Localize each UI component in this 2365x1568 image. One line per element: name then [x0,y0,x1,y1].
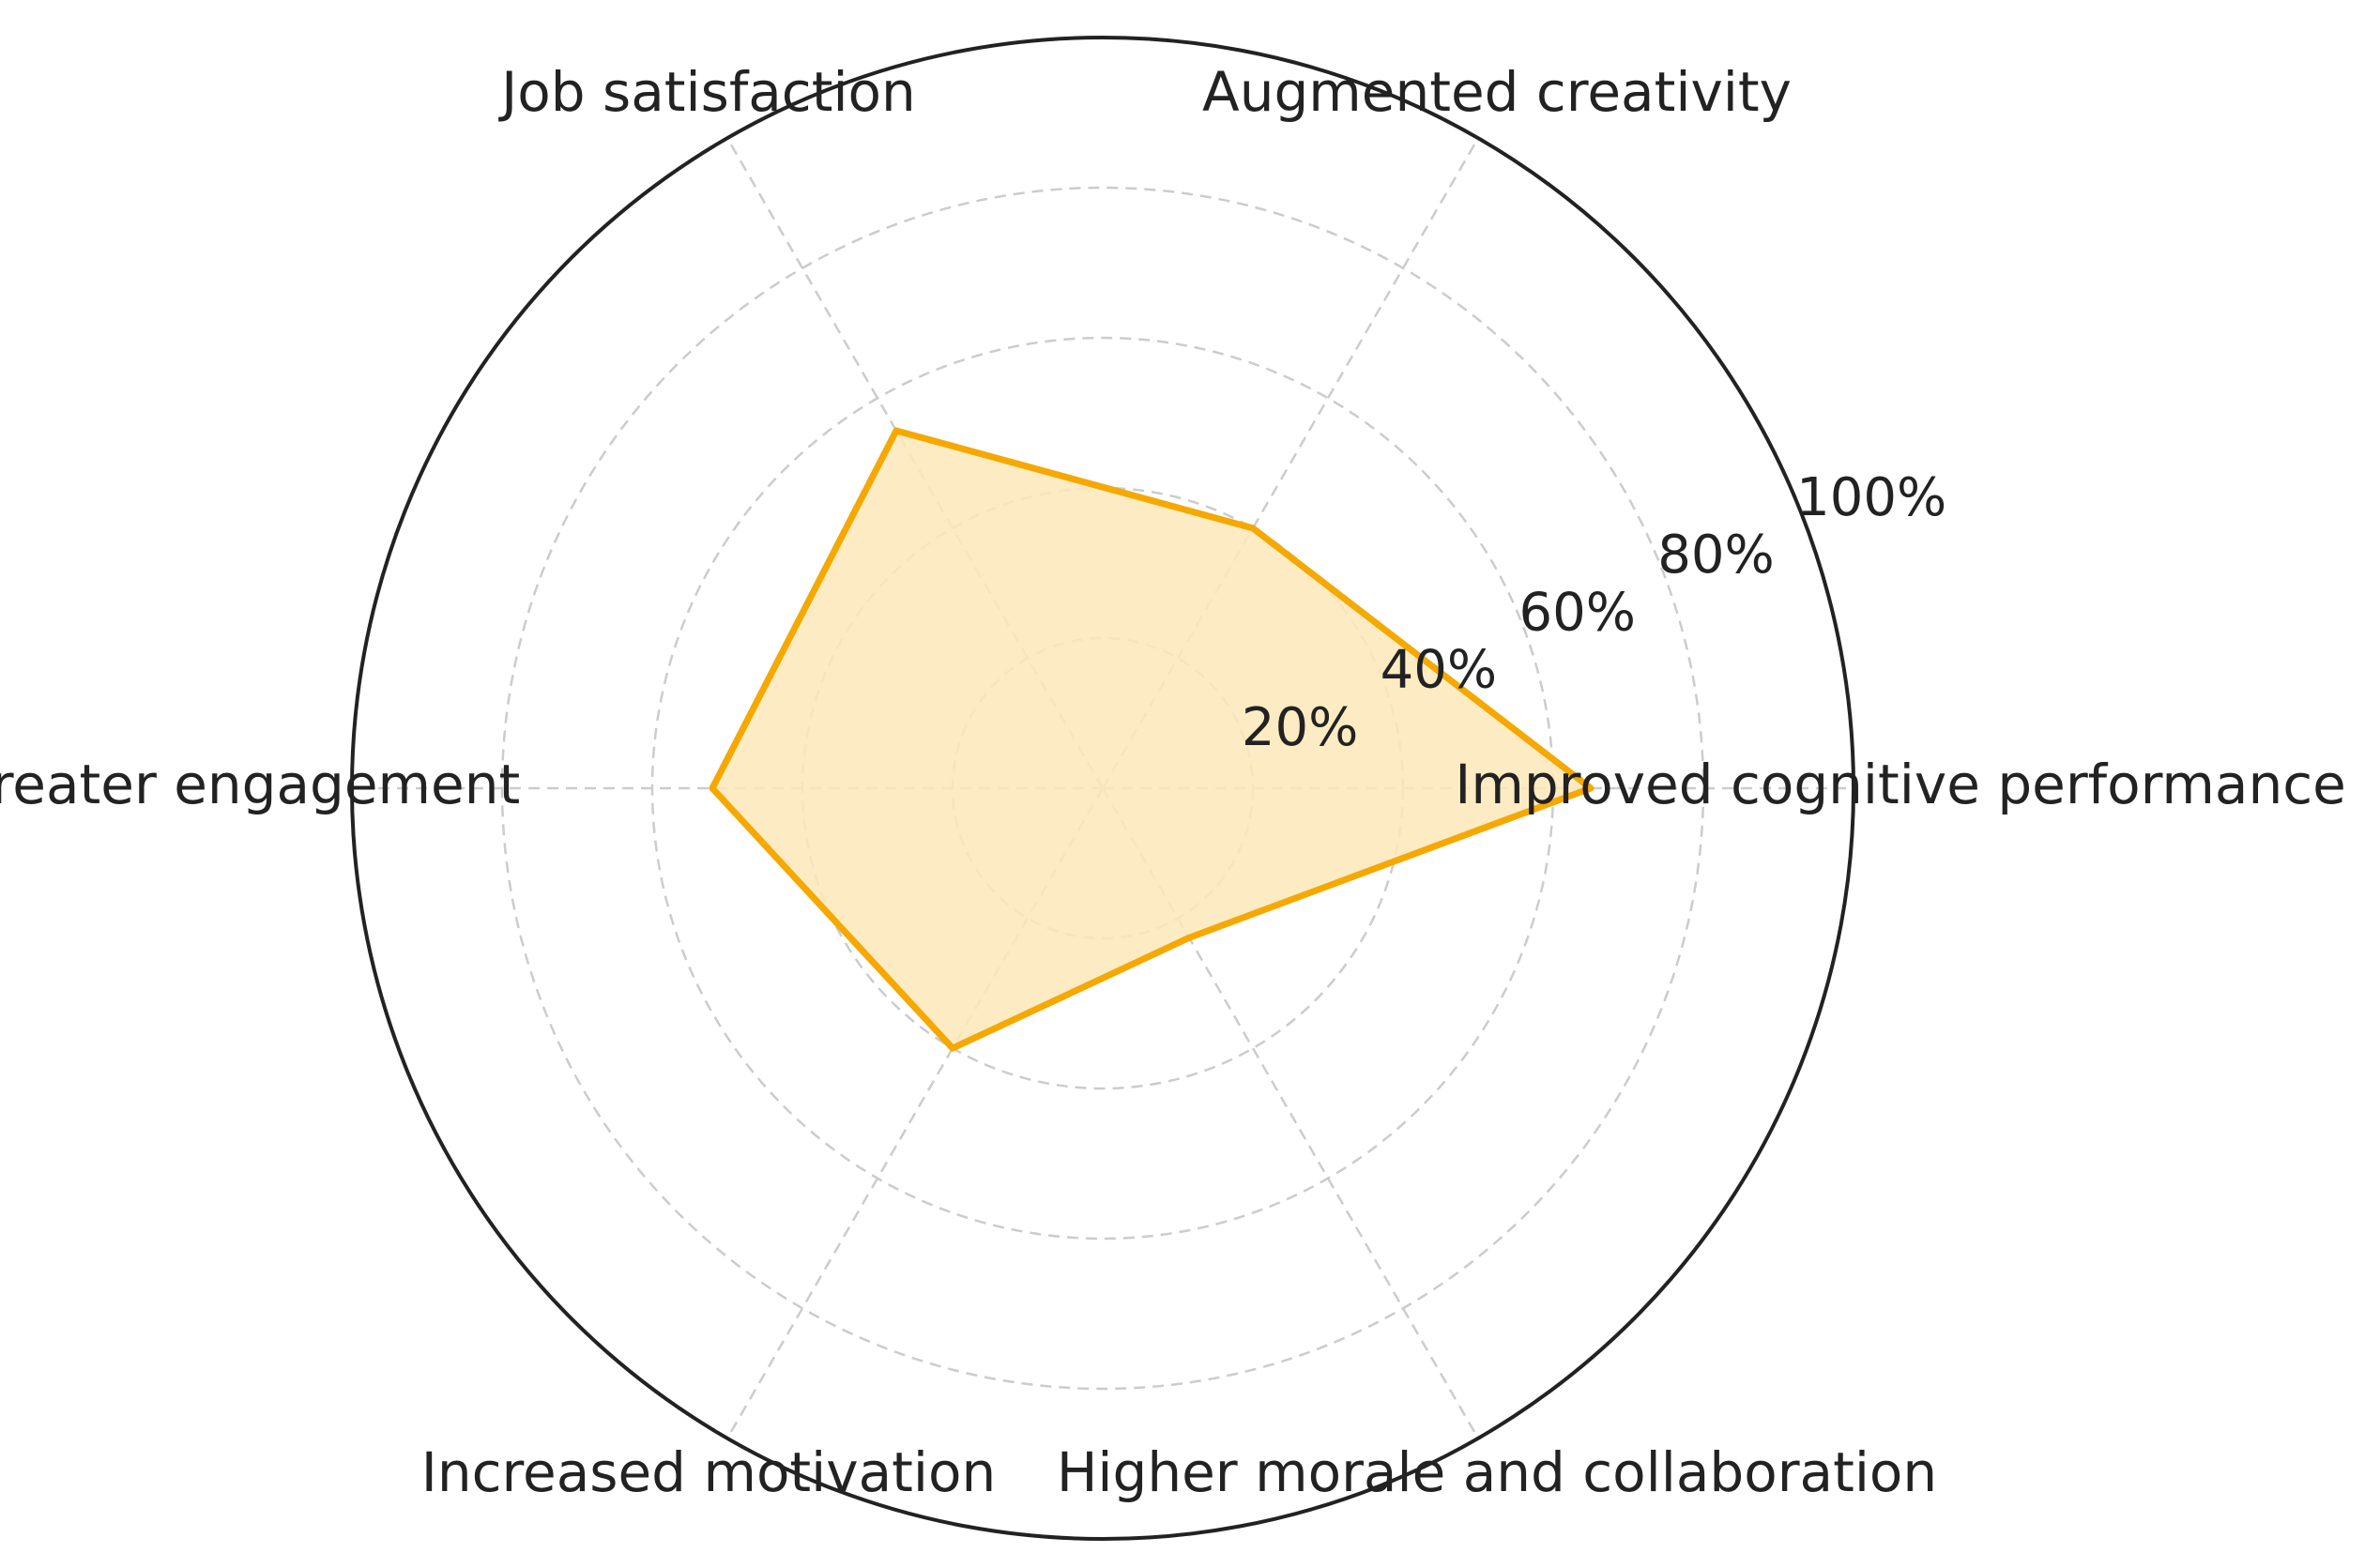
grid-spoke-5 [1101,787,1480,1439]
category-label-5: Higher morale and collaboration [1057,1440,1937,1504]
series-layer [709,427,1594,1052]
data-point-4 [952,1047,954,1049]
radial-tick-label-40: 40% [1381,640,1497,701]
data-point-1 [1252,527,1254,529]
radial-tick-label-60: 60% [1518,582,1635,643]
category-label-2: Job satisfaction [498,60,916,124]
data-point-0 [1590,787,1592,789]
category-label-4: Increased motivation [421,1440,997,1504]
data-point-3 [711,787,713,789]
series-area [712,430,1591,1049]
outer-ring [350,36,1855,1541]
data-point-2 [895,430,897,432]
radial-tick-label-100: 100% [1796,467,1946,528]
radial-tick-label-80: 80% [1657,525,1774,586]
category-label-3: Greater engagement [0,753,520,816]
grid-spoke-1 [1101,137,1480,789]
radial-tick-label-20: 20% [1242,697,1358,758]
category-label-0: Improved cognitive performance [1455,753,2346,816]
data-point-5 [1188,936,1190,938]
label-layer: Improved cognitive performance Augmented … [0,60,2346,1504]
category-label-1: Augmented creativity [1202,60,1792,124]
outer-ring-layer [350,36,1855,1541]
grid-spoke-4 [725,787,1105,1439]
